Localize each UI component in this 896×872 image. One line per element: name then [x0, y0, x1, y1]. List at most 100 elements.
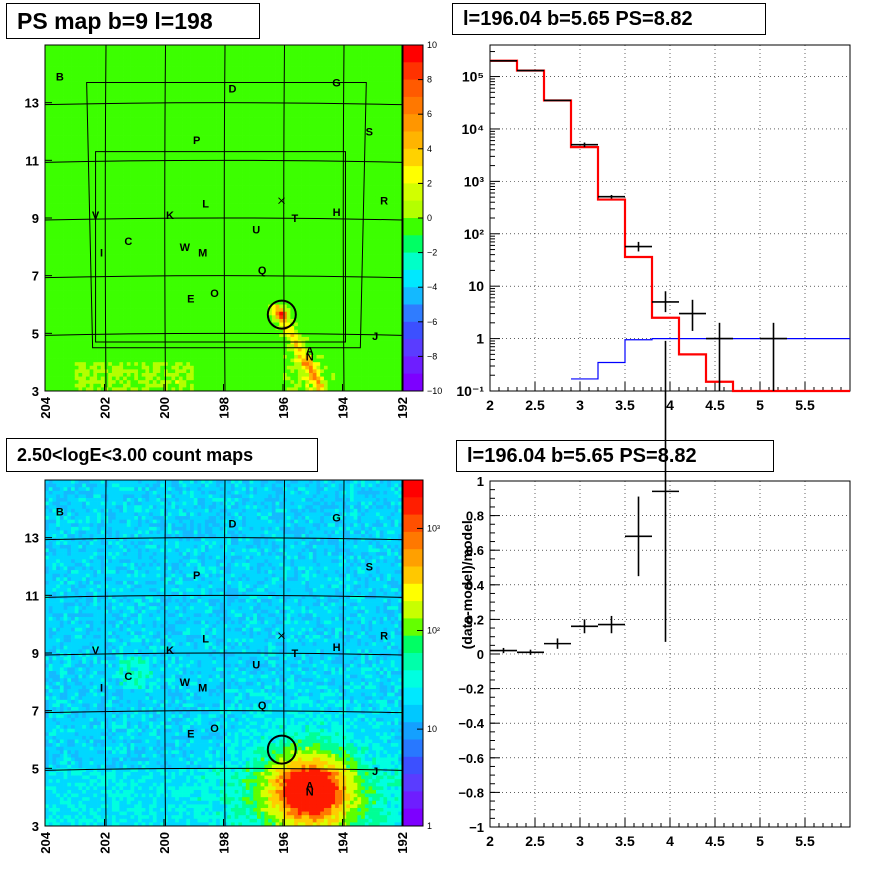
countmap-source-B: B [56, 507, 64, 519]
countmap-source-K: K [166, 645, 174, 657]
psmap-cbtick-0: 10 [427, 40, 437, 50]
countmap-source-H: H [333, 642, 341, 654]
spectrum-xtick-3.5: 3.5 [615, 397, 635, 413]
spectrum-model-total [490, 59, 850, 393]
countmap-cbtick-2: 10 [427, 724, 437, 734]
countmap-xtick-204: 204 [38, 831, 53, 853]
psmap-xtick-196: 196 [276, 397, 291, 419]
psmap-source-R: R [380, 196, 388, 208]
spectrum-point-7 [679, 299, 706, 331]
ratio-xtick-2: 2 [486, 833, 494, 849]
countmap-source-Q: Q [258, 700, 267, 712]
countmap-cbtick-1: 10² [427, 626, 440, 636]
countmap-parallel-13 [44, 537, 403, 541]
countmap-panel: B D G S P L K V T H R U C W M I Q O E AN J 204 202 200 198 196 194… [25, 479, 440, 854]
spectrum-title: l=196.04 b=5.65 PS=8.82 [452, 3, 766, 35]
psmap-xtick-202: 202 [98, 397, 113, 419]
psmap-xtick-200: 200 [157, 397, 172, 419]
countmap-xtick-202: 202 [98, 832, 113, 854]
ratio-ytick-0: 1 [477, 474, 484, 489]
spectrum-point-9 [760, 322, 787, 391]
psmap-ytick-5: 5 [32, 326, 39, 341]
ratio-point-4 [598, 615, 625, 634]
ratio-point-3 [571, 619, 598, 634]
spectrum-xtick-5.5: 5.5 [795, 397, 815, 413]
psmap-parallel-7 [44, 275, 403, 279]
countmap-parallel-5 [44, 767, 403, 771]
ratio-xtick-4: 4 [666, 833, 674, 849]
ratio-ytick-3: 0.4 [466, 578, 485, 593]
countmap-source-L: L [202, 634, 209, 646]
spectrum-ytick-4: 10 [468, 278, 484, 294]
spectrum-point-5 [625, 241, 652, 252]
psmap-source-H: H [333, 207, 341, 219]
countmap-ytick-13: 13 [25, 531, 39, 546]
psmap-ytick-3: 3 [32, 384, 39, 399]
ratio-grid [490, 481, 850, 827]
spectrum-model-ps [571, 337, 850, 380]
ratio-xtick-2.5: 2.5 [525, 833, 545, 849]
psmap-source-L: L [202, 199, 209, 211]
countmap-source-R: R [380, 631, 388, 643]
countmap-ytick-3: 3 [32, 819, 39, 834]
countmap-source-G: G [332, 512, 341, 524]
ratio-title: l=196.04 b=5.65 PS=8.82 [456, 440, 774, 472]
psmap-cbtick-1: 8 [427, 75, 432, 85]
countmap-parallel-9 [44, 652, 403, 656]
countmap-cbtick-3: 1 [427, 821, 432, 831]
countmap-source-E: E [187, 729, 194, 741]
countmap-source-O: O [210, 723, 219, 735]
psmap-parallel-11 [44, 159, 403, 163]
countmap-parallel-7 [44, 710, 403, 714]
countmap-source-N: N [306, 786, 314, 798]
psmap-cbtick-5: 0 [427, 213, 432, 223]
psmap-source-J: J [372, 331, 378, 343]
spectrum-ytick-0: 10⁵ [462, 69, 484, 85]
countmap-xtick-198: 198 [217, 832, 232, 854]
countmap-source-V: V [92, 645, 100, 657]
ratio-ytick-4: 0.2 [466, 612, 484, 627]
psmap-source-D: D [228, 83, 236, 95]
countmap-source-S: S [366, 562, 373, 574]
countmap-xtick-196: 196 [276, 832, 291, 854]
ps-map-title: PS map b=9 l=198 [6, 3, 260, 39]
psmap-cbtick-8: −6 [427, 317, 437, 327]
countmap-source-U: U [252, 660, 260, 672]
psmap-source-U: U [252, 225, 260, 237]
ratio-ytick-1: 0.8 [466, 509, 484, 524]
psmap-source-S: S [366, 127, 373, 139]
ratio-ytick-5: 0 [477, 647, 484, 662]
countmap-cross-marker [278, 632, 285, 640]
psmap-xtick-192: 192 [395, 397, 410, 419]
countmap-ytick-9: 9 [32, 646, 39, 661]
psmap-source-I: I [100, 248, 103, 260]
psmap-colorbar: 10 8 6 4 2 0 −2 −4 −6 −8 −10 [402, 40, 442, 396]
psmap-cbtick-3: 4 [427, 144, 432, 154]
psmap-meridian-194 [342, 44, 345, 392]
psmap-xtick-194: 194 [336, 396, 351, 418]
ratio-ytick-7: −0.4 [458, 716, 484, 731]
psmap-source-N: N [306, 351, 314, 363]
spectrum-xtick-2.5: 2.5 [525, 397, 545, 413]
psmap-meridian-202 [104, 44, 107, 392]
psmap-cbtick-7: −4 [427, 282, 437, 292]
count-map-title: 2.50<logE<3.00 count maps [6, 438, 318, 472]
psmap-hotspot-circle [266, 299, 297, 330]
psmap-source-P: P [193, 135, 200, 147]
psmap-xtick-204: 204 [38, 396, 53, 418]
psmap-ytick-13: 13 [25, 96, 39, 111]
countmap-colorbar-frame [402, 479, 424, 827]
ratio-xtick-3.5: 3.5 [615, 833, 635, 849]
ratio-point-1 [517, 649, 544, 655]
ratio-ylabel: (data-model)/model [459, 520, 475, 649]
countmap-source-I: I [100, 683, 103, 695]
psmap-xtick-198: 198 [217, 397, 232, 419]
psmap-cbtick-10: −10 [427, 386, 442, 396]
ratio-ytick-2: 0.6 [466, 543, 484, 558]
psmap-roi-outer [86, 81, 367, 349]
countmap-source-W: W [180, 677, 191, 689]
countmap-ytick-11: 11 [25, 588, 39, 603]
ratio-point-0 [490, 647, 517, 654]
psmap-source-A: A [306, 346, 314, 358]
